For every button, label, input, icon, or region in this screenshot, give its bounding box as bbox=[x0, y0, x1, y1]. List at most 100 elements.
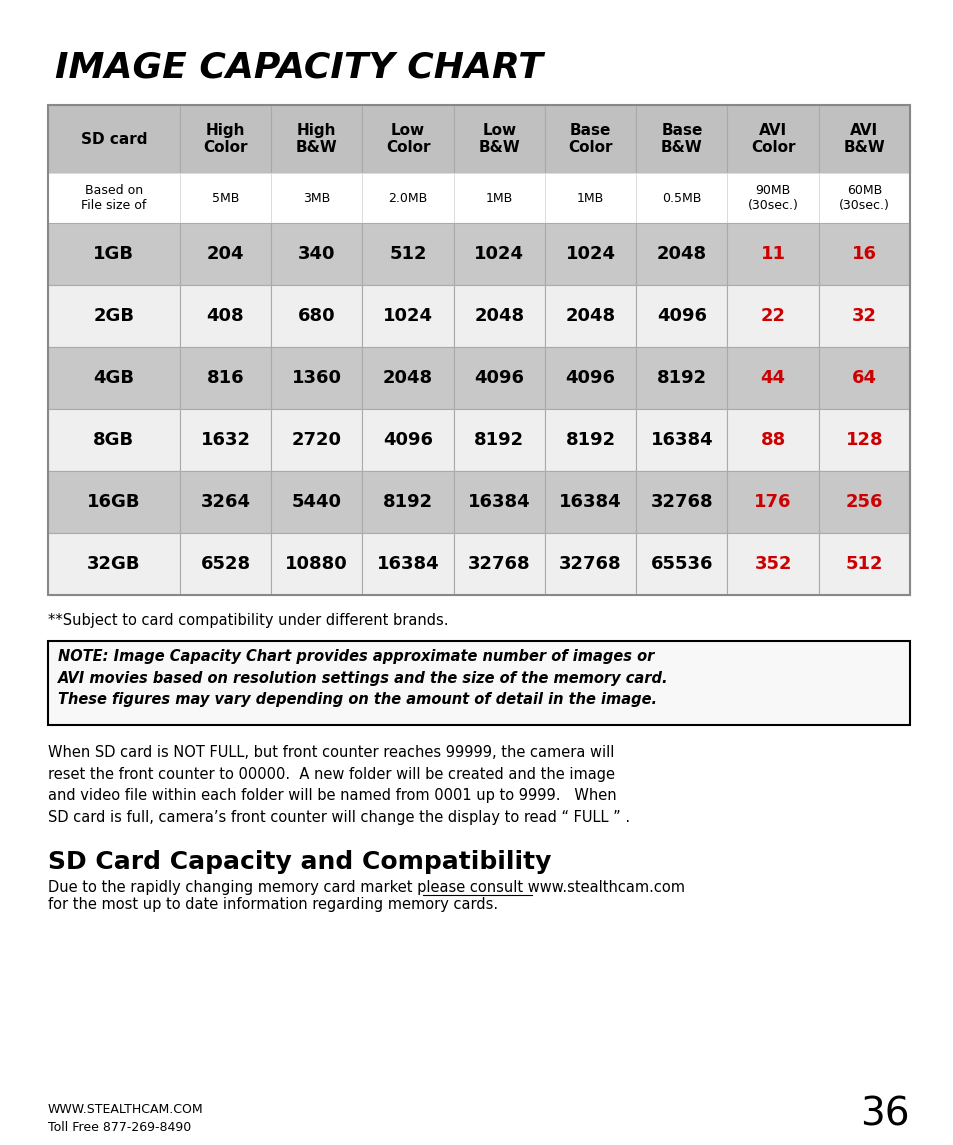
Bar bbox=[271, 347, 362, 409]
Bar bbox=[48, 534, 180, 595]
Bar bbox=[727, 347, 818, 409]
Text: 1024: 1024 bbox=[474, 245, 524, 263]
FancyBboxPatch shape bbox=[362, 173, 454, 223]
Text: 3MB: 3MB bbox=[303, 191, 330, 205]
FancyBboxPatch shape bbox=[727, 409, 818, 471]
FancyBboxPatch shape bbox=[362, 223, 454, 285]
FancyBboxPatch shape bbox=[636, 534, 727, 595]
FancyBboxPatch shape bbox=[271, 409, 362, 471]
FancyBboxPatch shape bbox=[180, 173, 271, 223]
Text: for the most up to date information regarding memory cards.: for the most up to date information rega… bbox=[48, 897, 497, 913]
Text: 2048: 2048 bbox=[474, 307, 524, 325]
Bar bbox=[271, 534, 362, 595]
Text: 1024: 1024 bbox=[382, 307, 433, 325]
FancyBboxPatch shape bbox=[544, 223, 636, 285]
Bar bbox=[818, 471, 909, 534]
FancyBboxPatch shape bbox=[271, 223, 362, 285]
Text: 3264: 3264 bbox=[200, 493, 251, 511]
FancyBboxPatch shape bbox=[727, 173, 818, 223]
Text: 352: 352 bbox=[754, 555, 791, 572]
Bar bbox=[180, 409, 271, 471]
Bar bbox=[48, 471, 180, 534]
FancyBboxPatch shape bbox=[48, 105, 180, 173]
FancyBboxPatch shape bbox=[818, 471, 909, 534]
Text: 1MB: 1MB bbox=[485, 191, 513, 205]
Bar bbox=[362, 173, 454, 223]
FancyBboxPatch shape bbox=[636, 285, 727, 347]
FancyBboxPatch shape bbox=[818, 285, 909, 347]
Bar bbox=[180, 534, 271, 595]
Bar bbox=[544, 409, 636, 471]
FancyBboxPatch shape bbox=[180, 409, 271, 471]
Text: 1632: 1632 bbox=[200, 431, 251, 449]
Text: 2048: 2048 bbox=[382, 369, 433, 387]
Bar bbox=[271, 285, 362, 347]
Bar bbox=[818, 105, 909, 173]
FancyBboxPatch shape bbox=[636, 471, 727, 534]
Text: 4096: 4096 bbox=[474, 369, 524, 387]
Text: 4GB: 4GB bbox=[93, 369, 134, 387]
FancyBboxPatch shape bbox=[727, 471, 818, 534]
FancyBboxPatch shape bbox=[180, 534, 271, 595]
Text: 128: 128 bbox=[844, 431, 882, 449]
Bar bbox=[818, 223, 909, 285]
Bar bbox=[454, 409, 544, 471]
FancyBboxPatch shape bbox=[818, 173, 909, 223]
Text: SD card: SD card bbox=[81, 132, 147, 147]
Text: 32768: 32768 bbox=[650, 493, 713, 511]
FancyBboxPatch shape bbox=[544, 105, 636, 173]
Text: 90MB
(30sec.): 90MB (30sec.) bbox=[747, 184, 798, 212]
Bar bbox=[48, 105, 909, 595]
FancyBboxPatch shape bbox=[362, 471, 454, 534]
FancyBboxPatch shape bbox=[818, 347, 909, 409]
FancyBboxPatch shape bbox=[454, 173, 544, 223]
Bar bbox=[454, 173, 544, 223]
Bar bbox=[180, 173, 271, 223]
FancyBboxPatch shape bbox=[454, 409, 544, 471]
Text: 16384: 16384 bbox=[558, 493, 621, 511]
FancyBboxPatch shape bbox=[180, 347, 271, 409]
Bar bbox=[362, 471, 454, 534]
Bar bbox=[544, 173, 636, 223]
Bar bbox=[636, 285, 727, 347]
FancyBboxPatch shape bbox=[48, 641, 909, 725]
Text: 2048: 2048 bbox=[656, 245, 706, 263]
FancyBboxPatch shape bbox=[818, 534, 909, 595]
Bar bbox=[362, 409, 454, 471]
FancyBboxPatch shape bbox=[544, 285, 636, 347]
FancyBboxPatch shape bbox=[818, 105, 909, 173]
Text: 22: 22 bbox=[760, 307, 784, 325]
FancyBboxPatch shape bbox=[636, 409, 727, 471]
Text: 8192: 8192 bbox=[656, 369, 706, 387]
Text: 176: 176 bbox=[754, 493, 791, 511]
Text: 32768: 32768 bbox=[468, 555, 530, 572]
Bar bbox=[818, 534, 909, 595]
Text: 4096: 4096 bbox=[382, 431, 433, 449]
FancyBboxPatch shape bbox=[271, 471, 362, 534]
Text: AVI
B&W: AVI B&W bbox=[842, 123, 884, 156]
Text: 1360: 1360 bbox=[292, 369, 341, 387]
Text: 204: 204 bbox=[207, 245, 244, 263]
Bar bbox=[48, 409, 180, 471]
Text: WWW.STEALTHCAM.COM
Toll Free 877-269-8490: WWW.STEALTHCAM.COM Toll Free 877-269-849… bbox=[48, 1103, 203, 1134]
Text: Based on
File size of: Based on File size of bbox=[81, 184, 147, 212]
Text: AVI
Color: AVI Color bbox=[750, 123, 795, 156]
Bar bbox=[636, 105, 727, 173]
Text: 1GB: 1GB bbox=[93, 245, 134, 263]
Text: 8192: 8192 bbox=[382, 493, 433, 511]
FancyBboxPatch shape bbox=[544, 471, 636, 534]
Text: 4096: 4096 bbox=[565, 369, 615, 387]
Bar bbox=[544, 105, 636, 173]
FancyBboxPatch shape bbox=[454, 223, 544, 285]
Bar bbox=[362, 285, 454, 347]
Bar bbox=[271, 471, 362, 534]
FancyBboxPatch shape bbox=[48, 409, 180, 471]
Text: Base
B&W: Base B&W bbox=[660, 123, 702, 156]
FancyBboxPatch shape bbox=[727, 285, 818, 347]
Bar bbox=[454, 534, 544, 595]
Text: 16: 16 bbox=[851, 245, 876, 263]
Text: 680: 680 bbox=[297, 307, 335, 325]
FancyBboxPatch shape bbox=[48, 173, 180, 223]
FancyBboxPatch shape bbox=[727, 223, 818, 285]
Bar bbox=[180, 471, 271, 534]
